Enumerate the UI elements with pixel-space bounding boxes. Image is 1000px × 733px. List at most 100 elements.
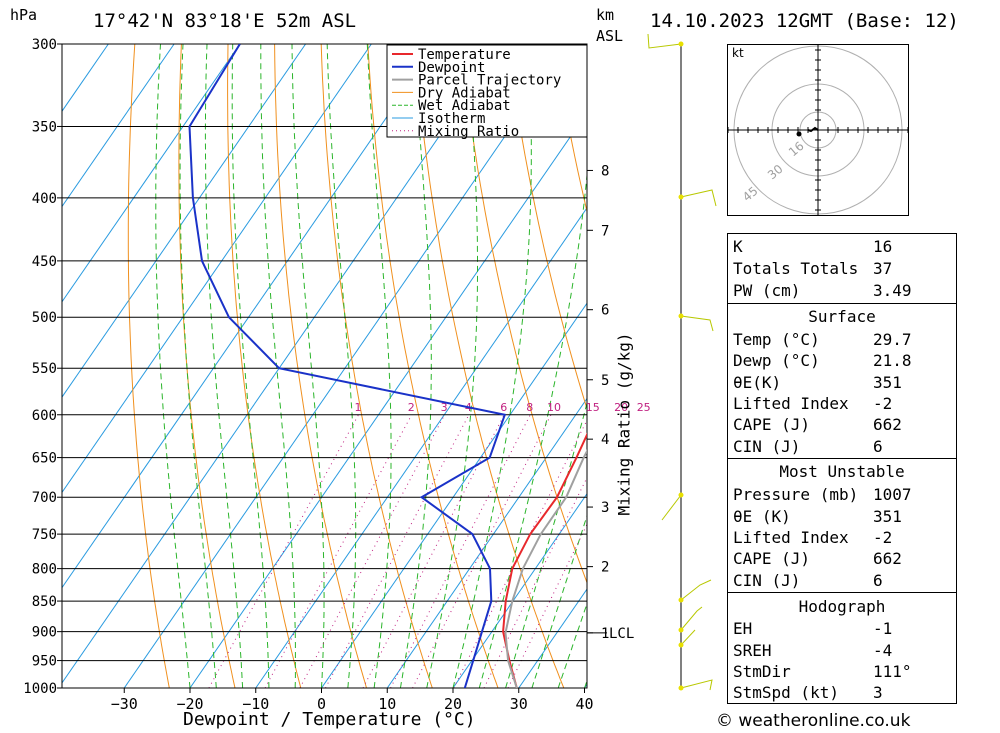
mixing-ratio-label: 25 bbox=[637, 401, 651, 414]
dry-adiabat-line bbox=[320, 44, 433, 688]
pressure-tick-label: 650 bbox=[32, 451, 57, 467]
datetime-title: 14.10.2023 12GMT (Base: 12) bbox=[650, 10, 959, 32]
most-unstable-title: Most Unstable bbox=[779, 462, 905, 481]
legend-entry: Dewpoint bbox=[418, 60, 485, 76]
legend-entry: Parcel Trajectory bbox=[418, 73, 561, 89]
index-row-tt: Totals Totals 37 bbox=[733, 259, 893, 278]
pressure-tick-label: 350 bbox=[32, 119, 57, 135]
wind-barb bbox=[680, 679, 713, 691]
index-row-pw: PW (cm) 3.49 bbox=[733, 281, 912, 300]
mixing-ratio-line bbox=[325, 414, 470, 688]
altitude-tick-label: 1 bbox=[601, 626, 609, 642]
altitude-unit-label: km bbox=[596, 6, 615, 24]
dry-adiabat-line bbox=[974, 44, 1000, 688]
mixing-ratio-label: 8 bbox=[526, 401, 533, 414]
pressure-tick-label: 700 bbox=[32, 490, 57, 506]
lcl-label: LCL bbox=[609, 626, 634, 642]
surface-row-thetae: θE(K) 351 bbox=[733, 373, 902, 392]
legend-box bbox=[386, 44, 588, 138]
wind-barb-dot bbox=[678, 313, 684, 319]
surface-row-cin: CIN (J) 6 bbox=[733, 437, 883, 456]
pressure-tick-label: 300 bbox=[32, 37, 57, 53]
wind-barb bbox=[647, 33, 682, 49]
hodo-row-stmspd: StmSpd (kt) 3 bbox=[733, 683, 883, 702]
mu-row-li: Lifted Index -2 bbox=[733, 528, 893, 547]
surface-table: Surface Temp (°C) 29.7 Dewp (°C) 21.8 θE(K… bbox=[727, 303, 957, 460]
most-unstable-table: Most Unstable Pressure (mb) 1007 θE (K) 35… bbox=[727, 458, 957, 593]
mu-row-cape: CAPE (J) 662 bbox=[733, 549, 902, 568]
wind-barb bbox=[680, 189, 717, 207]
mu-row-thetae: θE (K) 351 bbox=[733, 507, 902, 526]
mixing-ratio-line bbox=[507, 523, 587, 688]
isotherm-line bbox=[321, 302, 587, 688]
wet-adiabat-line bbox=[399, 44, 432, 688]
isotherm-line bbox=[62, 44, 504, 684]
isotherm-line bbox=[62, 44, 372, 494]
hodo-row-eh: EH -1 bbox=[733, 619, 893, 638]
hodo-trace bbox=[807, 126, 819, 133]
pressure-tick-label: 450 bbox=[32, 254, 57, 270]
surface-row-dewp: Dewp (°C) 21.8 bbox=[733, 351, 912, 370]
hodo-row-stmdir: StmDir 111° bbox=[733, 662, 912, 681]
indices-table: K 16 Totals Totals 37 PW (cm) 3.49 bbox=[727, 233, 957, 304]
pressure-tick-label: 850 bbox=[32, 594, 57, 610]
isotherm-line bbox=[62, 44, 241, 303]
series-parcel-trajectory bbox=[504, 449, 587, 688]
legend-entry: Temperature bbox=[418, 47, 511, 63]
altitude-tick-label: 2 bbox=[601, 560, 609, 576]
wind-barb-dot bbox=[678, 685, 684, 691]
isotherm-line bbox=[123, 44, 570, 688]
hodo-storm-motion bbox=[796, 131, 802, 137]
temperature-tick-label: 30 bbox=[510, 695, 528, 713]
surface-row-li: Lifted Index -2 bbox=[733, 394, 893, 413]
wind-barb-dot bbox=[678, 597, 684, 603]
surface-row-temp: Temp (°C) 29.7 bbox=[733, 330, 912, 349]
index-row-k: K 16 bbox=[733, 237, 893, 256]
mixing-ratio-label: 6 bbox=[500, 401, 507, 414]
hodograph-table: Hodograph EH -1 SREH -4 StmDir 111° StmSpd … bbox=[727, 592, 957, 704]
wet-adiabat-line bbox=[291, 44, 325, 688]
mixing-ratio-label: 1 bbox=[354, 401, 361, 414]
altitude-tick-label: 3 bbox=[601, 500, 609, 516]
location-title: 17°42'N 83°18'E 52m ASL bbox=[93, 10, 357, 32]
isotherm-line bbox=[452, 492, 587, 688]
altitude-tick-label: 4 bbox=[601, 432, 609, 448]
dry-adiabat-line bbox=[507, 44, 587, 411]
dry-adiabat-line bbox=[460, 44, 587, 585]
wind-barb-dot bbox=[678, 627, 684, 633]
temperature-tick-label: −30 bbox=[111, 695, 138, 713]
pressure-tick-label: 900 bbox=[32, 625, 57, 641]
altitude-unit-label-2: ASL bbox=[596, 27, 624, 45]
temperature-tick-label: 40 bbox=[575, 695, 593, 713]
wind-barb-dot bbox=[678, 492, 684, 498]
wind-barb bbox=[680, 315, 714, 332]
wind-barb bbox=[661, 494, 682, 521]
x-axis-label: Dewpoint / Temperature (°C) bbox=[183, 709, 476, 730]
wind-barb bbox=[680, 629, 696, 646]
temperature-tick-label: 20 bbox=[444, 695, 462, 713]
pressure-tick-label: 500 bbox=[32, 310, 57, 326]
wet-adiabat-line bbox=[231, 44, 270, 688]
hodo-row-sreh: SREH -4 bbox=[733, 641, 893, 660]
legend-entry: Dry Adiabat bbox=[418, 85, 511, 101]
wet-adiabat-line bbox=[326, 44, 357, 688]
altitude-tick-label: 6 bbox=[601, 303, 609, 319]
mixing-ratio-label: 20 bbox=[614, 401, 628, 414]
wind-barb bbox=[680, 579, 712, 601]
isotherm-line bbox=[255, 207, 587, 688]
mixing-ratio-axis-label: Mixing Ratio (g/kg) bbox=[614, 332, 634, 516]
legend-entry: Isotherm bbox=[418, 111, 485, 127]
copyright: © weatheronline.co.uk bbox=[716, 711, 911, 731]
wind-barb-dot bbox=[678, 642, 684, 648]
mixing-ratio-line bbox=[299, 414, 446, 688]
wind-barb-dot bbox=[678, 41, 684, 47]
wet-adiabat-line bbox=[204, 44, 244, 688]
series-dewpoint bbox=[188, 44, 507, 688]
pressure-tick-label: 600 bbox=[32, 408, 57, 424]
isotherm-line bbox=[386, 397, 587, 688]
temperature-tick-label: −20 bbox=[176, 695, 203, 713]
legend-entry: Mixing Ratio bbox=[418, 124, 519, 140]
mixing-ratio-label: 15 bbox=[586, 401, 600, 414]
